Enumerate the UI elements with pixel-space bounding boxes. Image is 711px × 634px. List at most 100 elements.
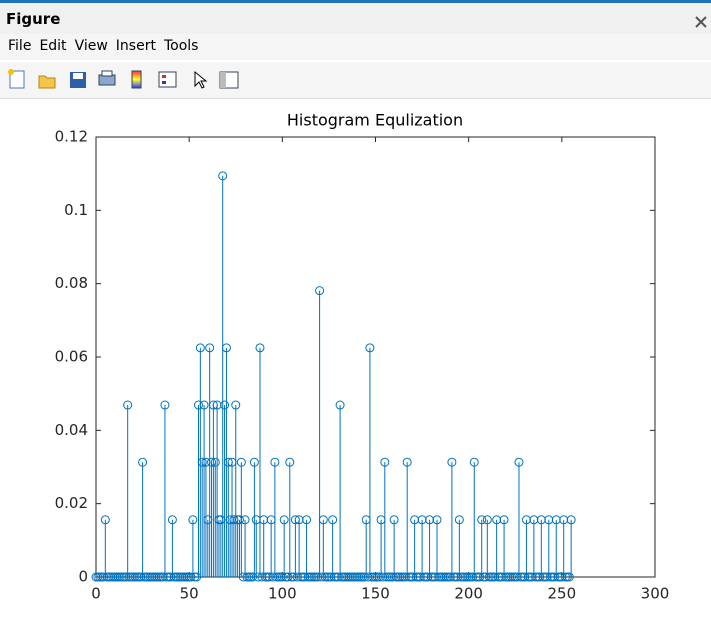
stem-marker [540, 572, 550, 582]
stem-marker [143, 572, 153, 582]
stem-marker [356, 572, 366, 582]
stem [302, 515, 312, 577]
stem [182, 572, 192, 582]
stem-marker [538, 572, 548, 582]
pointer-icon[interactable] [194, 70, 208, 89]
stem-marker [411, 572, 421, 582]
stem-marker [326, 572, 336, 582]
stem [434, 572, 444, 582]
stem-marker [406, 572, 416, 582]
stem-marker [436, 572, 446, 582]
stem-marker [244, 572, 254, 582]
y-tick-label: 0.1 [64, 201, 88, 219]
stem [246, 572, 256, 582]
x-tick-label: 50 [180, 585, 199, 603]
stem-marker [98, 572, 108, 582]
stem-marker [378, 572, 388, 582]
stem-marker [166, 572, 176, 582]
stem [221, 343, 231, 577]
stem-marker [171, 572, 181, 582]
legend-icon[interactable] [158, 71, 177, 88]
stem-marker [430, 572, 440, 582]
stem [218, 171, 228, 577]
stem [134, 572, 144, 582]
stem-marker [125, 572, 135, 582]
stem [192, 572, 202, 582]
colorbar-icon[interactable] [131, 70, 142, 89]
stem [313, 572, 323, 582]
stem-marker [207, 457, 217, 467]
stem [507, 572, 517, 582]
menu-item[interactable]: View [74, 38, 108, 54]
stem-marker [374, 572, 384, 582]
menu-item[interactable]: Tools [163, 38, 199, 54]
stem-marker [443, 572, 453, 582]
stem [441, 572, 451, 582]
x-tick-label: 200 [454, 585, 483, 603]
stem [166, 572, 176, 582]
stem [369, 572, 379, 582]
stem [430, 572, 440, 582]
stem-marker [287, 572, 297, 582]
stem [268, 572, 278, 582]
stem-marker [119, 572, 129, 582]
stem-marker [525, 572, 535, 582]
stem-marker [536, 515, 546, 525]
menu-item[interactable]: Edit [39, 38, 67, 54]
stem-marker [499, 515, 509, 525]
stem-marker [134, 572, 144, 582]
stem-marker [397, 572, 407, 582]
stem [214, 515, 224, 577]
stem [339, 572, 349, 582]
stem [365, 343, 375, 577]
stem-marker [305, 572, 315, 582]
save-icon[interactable] [70, 72, 86, 88]
menu-item[interactable]: File [8, 38, 32, 54]
stem [432, 515, 442, 577]
stem-marker [413, 572, 423, 582]
print-icon[interactable] [98, 70, 116, 86]
stem-marker [126, 572, 136, 582]
stem [395, 572, 405, 582]
menu-item[interactable]: Insert [115, 38, 156, 54]
stem [97, 572, 107, 582]
new-icon[interactable] [8, 69, 25, 89]
stem-marker [249, 457, 259, 467]
open-icon[interactable] [38, 75, 56, 89]
stem-marker [387, 572, 397, 582]
stem-marker [365, 343, 375, 353]
stem-marker [512, 572, 522, 582]
stem-marker [352, 572, 362, 582]
stem-marker [384, 572, 394, 582]
stem-marker [439, 572, 449, 582]
stem [285, 457, 295, 577]
stem [259, 515, 269, 577]
stem-marker [234, 515, 244, 525]
stem [205, 343, 215, 577]
stem-marker [542, 572, 552, 582]
stem [233, 515, 243, 577]
stem-marker [251, 515, 261, 525]
stem-marker [389, 515, 399, 525]
stem-marker [458, 572, 468, 582]
stem-marker [566, 515, 576, 525]
stem [566, 515, 576, 577]
stem-marker [350, 572, 360, 582]
stem-marker [229, 515, 239, 525]
x-tick-label: 300 [641, 585, 670, 603]
close-button[interactable] [693, 14, 709, 30]
y-tick-label: 0.08 [55, 274, 88, 292]
stem-marker [529, 515, 539, 525]
stem [309, 572, 319, 582]
stem [257, 572, 267, 582]
stem [175, 572, 185, 582]
stem-marker [100, 515, 110, 525]
stem [356, 572, 366, 582]
stem-marker [348, 572, 358, 582]
stem-marker [173, 572, 183, 582]
stem-marker [311, 572, 321, 582]
property-icon[interactable] [219, 71, 239, 89]
stem [262, 572, 272, 582]
stem-marker [108, 572, 118, 582]
stem [421, 572, 431, 582]
